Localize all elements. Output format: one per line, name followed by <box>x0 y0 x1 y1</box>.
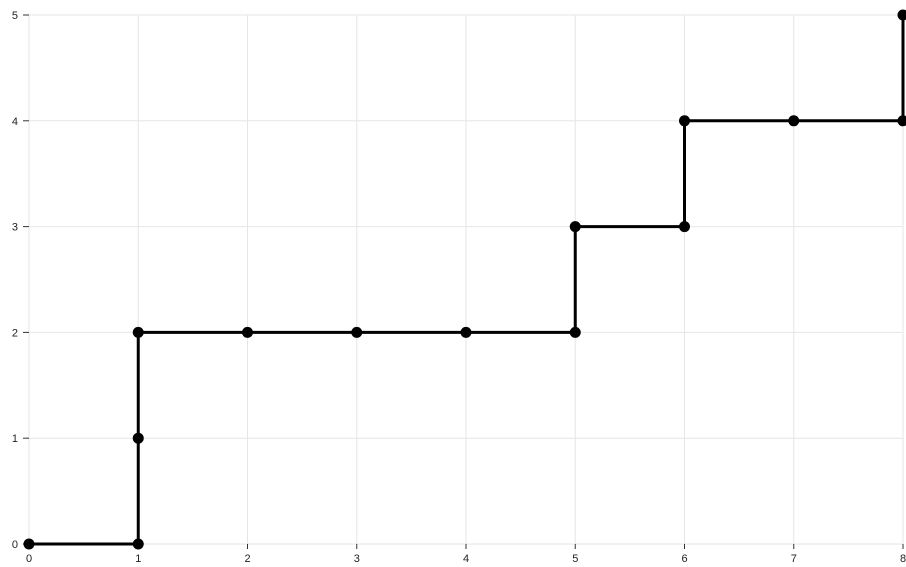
y-tick-label: 2 <box>12 327 18 339</box>
data-point <box>242 326 253 338</box>
data-point <box>351 326 363 338</box>
x-tick-label: 5 <box>572 553 578 565</box>
x-tick-label: 8 <box>900 553 906 565</box>
y-axis: 0 1 2 3 4 5 <box>12 10 29 551</box>
data-point <box>132 326 144 338</box>
y-tick-label: 3 <box>12 222 18 234</box>
x-tick-label: 7 <box>791 553 797 565</box>
x-tick-label: 3 <box>354 553 360 565</box>
x-axis: 0 1 2 3 4 5 6 7 8 <box>26 544 906 565</box>
x-tick-label: 6 <box>681 553 687 565</box>
x-tick-label: 4 <box>463 553 469 565</box>
data-point <box>569 221 581 233</box>
data-point <box>679 221 690 233</box>
data-point <box>132 538 144 550</box>
data-point <box>679 115 690 127</box>
x-tick-label: 2 <box>244 553 250 565</box>
data-point <box>788 115 800 127</box>
y-tick-label: 1 <box>12 433 18 445</box>
y-tick-label: 5 <box>12 10 18 22</box>
data-point <box>23 538 35 550</box>
data-point <box>132 432 144 444</box>
x-tick-label: 1 <box>135 553 141 565</box>
grid-lines <box>28 14 904 545</box>
series-line <box>29 15 905 546</box>
series-layer <box>29 15 905 546</box>
data-point <box>897 115 906 127</box>
y-tick-label: 4 <box>12 116 18 128</box>
data-point <box>460 326 472 338</box>
x-tick-label: 0 <box>26 553 32 565</box>
data-point <box>569 326 581 338</box>
y-tick-label: 0 <box>12 539 18 551</box>
data-points <box>23 9 906 550</box>
data-point <box>897 9 906 21</box>
